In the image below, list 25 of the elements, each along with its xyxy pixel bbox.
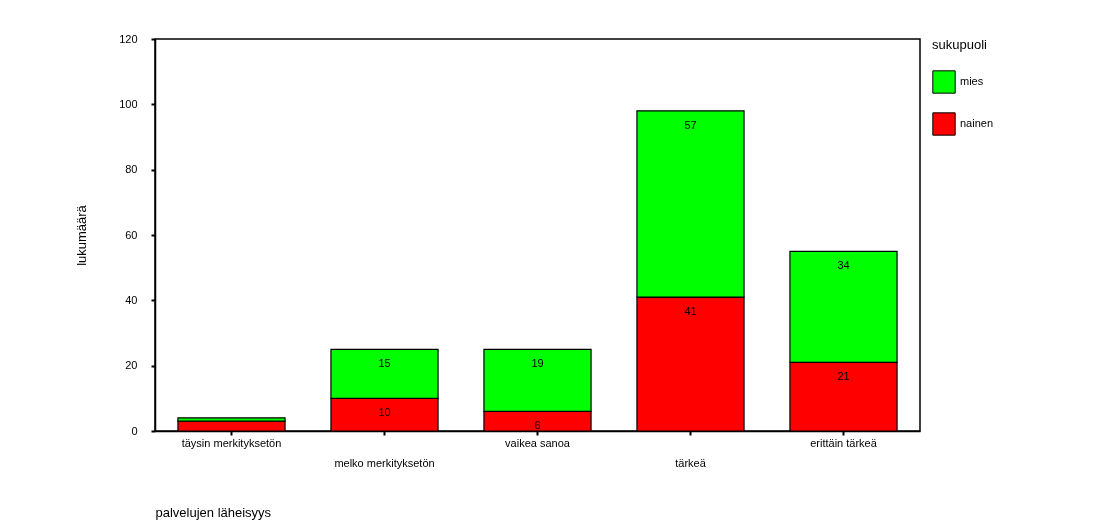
y-tick-label: 60 (125, 228, 138, 241)
data-label: 15 (378, 357, 391, 370)
x-tick-label: tärkeä (675, 456, 707, 469)
x-tick-label: melko merkityksetön (334, 456, 435, 469)
legend-label: nainen (960, 117, 994, 129)
x-tick-label: vaikea sanoa (505, 436, 571, 449)
y-tick-label: 40 (125, 293, 138, 306)
data-label: 21 (837, 370, 850, 383)
data-label: 19 (531, 357, 544, 370)
data-label: 34 (837, 259, 850, 272)
data-label: 10 (378, 406, 391, 419)
data-label: 6 (534, 419, 541, 432)
legend-label: mies (960, 75, 984, 87)
legend-title: sukupuoli (932, 37, 988, 52)
x-axis-title: palvelujen läheisyys (155, 504, 272, 520)
y-tick-label: 120 (119, 32, 138, 45)
y-tick-label: 20 (125, 359, 138, 372)
y-axis-title: lukumäärä (74, 204, 90, 266)
y-tick-label: 80 (125, 163, 138, 176)
x-tick-label: erittäin tärkeä (810, 436, 878, 449)
y-tick-label: 100 (119, 97, 138, 110)
data-label: 57 (684, 118, 697, 131)
data-label: 41 (684, 305, 697, 318)
y-tick-label: 0 (131, 424, 138, 437)
x-tick-label: täysin merkityksetön (181, 436, 282, 449)
